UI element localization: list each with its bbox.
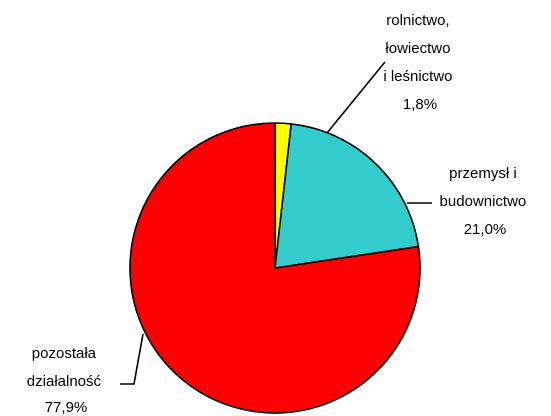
slice-label-other-line-2: działalność xyxy=(27,373,102,390)
slice-value-agriculture: 1,8% xyxy=(403,96,437,113)
slice-label-other-line-1: pozostała xyxy=(32,345,97,362)
slice-label-industry: przemysł i budownictwo 21,0% xyxy=(440,165,531,238)
slice-label-agriculture-line-2: łowiectwo xyxy=(385,40,450,57)
slice-label-agriculture: rolnictwo, łowiectwo i leśnictwo 1,8% xyxy=(383,12,456,113)
slice-label-other: pozostała działalność 77,9% xyxy=(27,345,105,416)
slice-label-agriculture-line-3: i leśnictwo xyxy=(383,68,452,85)
leader-line-agriculture xyxy=(326,61,386,134)
pie-slice-industry xyxy=(274,123,420,269)
slice-label-agriculture-line-1: rolnictwo, xyxy=(386,12,449,29)
leader-line-other xyxy=(120,333,144,385)
slice-label-industry-line-1: przemysł i xyxy=(449,165,517,182)
leader-lines xyxy=(120,61,432,385)
slice-value-other: 77,9% xyxy=(45,399,88,416)
slice-value-industry: 21,0% xyxy=(464,221,507,238)
pie-slices xyxy=(129,122,421,414)
pie-slice-other xyxy=(129,122,421,414)
slice-label-industry-line-2: budownictwo xyxy=(440,193,527,210)
